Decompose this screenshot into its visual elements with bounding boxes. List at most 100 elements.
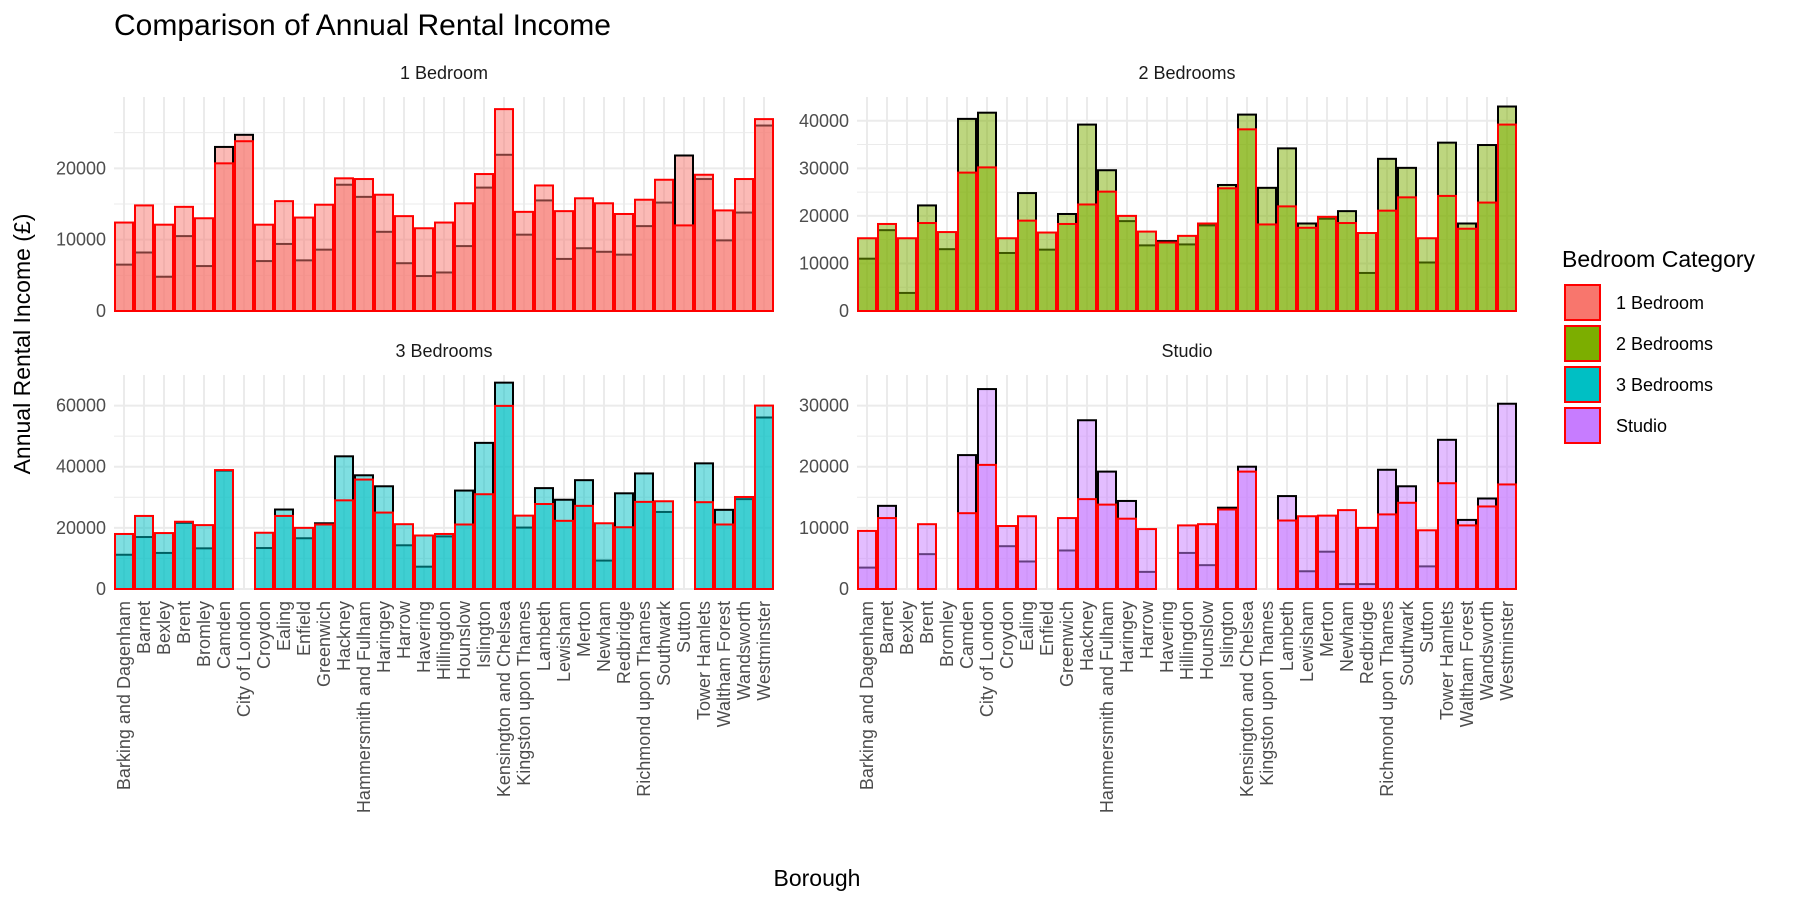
bar-2-bedrooms-wandsworth bbox=[1477, 201, 1497, 312]
y-tick-label: 20000 bbox=[56, 518, 106, 538]
strip-label-studio: Studio bbox=[1161, 341, 1212, 361]
bar-1-bedroom-brent bbox=[174, 205, 194, 312]
legend-label-1-bedroom: 1 Bedroom bbox=[1616, 293, 1704, 313]
x-tick-label: Hounslow bbox=[1197, 600, 1217, 680]
x-tick-label: Hackney bbox=[334, 601, 354, 671]
legend-label-3-bedrooms: 3 Bedrooms bbox=[1616, 375, 1713, 395]
y-tick-label: 30000 bbox=[799, 396, 849, 416]
bar-1-bedroom-southwark bbox=[654, 178, 674, 312]
x-tick-label: Greenwich bbox=[1057, 601, 1077, 687]
bar-studio-greenwich bbox=[1057, 517, 1077, 590]
bar-studio-haringey bbox=[1117, 517, 1137, 591]
bar-studio-hackney bbox=[1077, 498, 1097, 590]
legend-items: 1 Bedroom 2 Bedrooms 3 Bedrooms Studio bbox=[1564, 284, 1713, 444]
bar-1-bedroom-camden bbox=[214, 162, 234, 312]
bar-2-bedrooms-hackney bbox=[1077, 203, 1097, 312]
bar-3-bedrooms-merton bbox=[574, 504, 594, 590]
x-tick-label: Newham bbox=[1337, 601, 1357, 672]
bar-2-bedrooms-lewisham bbox=[1297, 226, 1317, 312]
y-tick-label: 0 bbox=[96, 579, 106, 599]
x-tick-label: Islington bbox=[1217, 601, 1237, 668]
bar-studio-barking-and-dagenham bbox=[857, 529, 877, 591]
bar-2-bedrooms-barking-and-dagenham bbox=[857, 237, 877, 313]
x-tick-label: Lambeth bbox=[1277, 601, 1297, 671]
strip-label-3-bedrooms: 3 Bedrooms bbox=[395, 341, 492, 361]
x-tick-label: Merton bbox=[1317, 601, 1337, 657]
bar-1-bedroom-ealing bbox=[274, 200, 294, 312]
x-tick-label: Brent bbox=[174, 601, 194, 644]
bar-1-bedroom-enfield bbox=[294, 216, 314, 312]
bar-3-bedrooms-kensington-and-chelsea bbox=[494, 404, 514, 590]
x-tick-label: Greenwich bbox=[314, 601, 334, 687]
x-tick-label: Ealing bbox=[274, 601, 294, 651]
bar-3-bedrooms-newham bbox=[594, 522, 614, 590]
bar-2-bedrooms-kingston-upon-thames bbox=[1257, 223, 1277, 312]
bar-3-bedrooms-enfield bbox=[294, 526, 314, 590]
x-tick-label: Croydon bbox=[254, 601, 274, 669]
bar-2-bedrooms-bromley bbox=[937, 231, 957, 313]
bar-2-bedrooms-tower-hamlets bbox=[1437, 194, 1457, 312]
bar-studio-sutton bbox=[1417, 529, 1437, 590]
bar-1-bedroom-sutton bbox=[674, 224, 694, 312]
bar-2-bedrooms-havering bbox=[1157, 241, 1177, 313]
bar-studio-kensington-and-chelsea bbox=[1237, 470, 1257, 590]
bar-3-bedrooms-hammersmith-and-fulham bbox=[354, 478, 374, 591]
panel-2-bedrooms: 0 10000 20000 30000 40000 2 Bedrooms bbox=[799, 63, 1517, 321]
bar-studio-newham bbox=[1337, 509, 1357, 590]
bar-2-bedrooms-hammersmith-and-fulham bbox=[1097, 190, 1117, 312]
bar-studio-richmond-upon-thames bbox=[1377, 513, 1397, 590]
bar-1-bedroom-richmond-upon-thames bbox=[634, 198, 654, 312]
bar-studio-lambeth bbox=[1277, 519, 1297, 591]
y-tick-label: 0 bbox=[96, 301, 106, 321]
bar-2-bedrooms-haringey bbox=[1117, 214, 1137, 312]
bar-1-bedroom-kensington-and-chelsea bbox=[494, 108, 514, 312]
bar-studio-hammersmith-and-fulham bbox=[1097, 503, 1117, 591]
y-tick-label: 10000 bbox=[56, 230, 106, 250]
x-tick-label: Enfield bbox=[1037, 601, 1057, 656]
bar-2-bedrooms-redbridge bbox=[1357, 232, 1377, 313]
bar-2-bedrooms-city-of-london bbox=[977, 166, 997, 312]
bar-2-bedrooms-greenwich bbox=[1057, 222, 1077, 312]
x-tick-label: Barnet bbox=[877, 601, 897, 654]
bar-studio-tower-hamlets bbox=[1437, 482, 1457, 591]
x-tick-label: Camden bbox=[957, 601, 977, 669]
legend: Bedroom Category 1 Bedroom 2 Bedrooms 3 Be… bbox=[1562, 246, 1756, 444]
bar-3-bedrooms-havering bbox=[414, 534, 434, 590]
x-tick-label: Kingston upon Thames bbox=[1257, 601, 1277, 786]
bar-2-bedrooms-southwark bbox=[1397, 196, 1417, 312]
y-tick-label: 20000 bbox=[799, 457, 849, 477]
bar-1-bedroom-haringey bbox=[374, 193, 394, 312]
bar-2-bedrooms-waltham-forest bbox=[1457, 227, 1477, 312]
x-tick-label: Sutton bbox=[1417, 601, 1437, 653]
bar-studio-hillingdon bbox=[1177, 524, 1197, 591]
bar-2-bedrooms-merton bbox=[1317, 215, 1337, 312]
x-tick-label: Kensington and Chelsea bbox=[494, 600, 514, 797]
bar-1-bedroom-islington bbox=[474, 173, 494, 312]
x-tick-label: Bexley bbox=[154, 601, 174, 655]
x-tick-label: City of London bbox=[977, 601, 997, 717]
bar-1-bedroom-hammersmith-and-fulham bbox=[354, 178, 374, 312]
x-tick-label: Islington bbox=[474, 601, 494, 668]
bar-2-bedrooms-bexley bbox=[897, 237, 917, 313]
x-tick-label: Barking and Dagenham bbox=[114, 601, 134, 790]
panels-layer: 0 10000 20000 1 Bedroom 0 10000 20000 30000 4000… bbox=[56, 63, 1517, 813]
x-tick-label: Merton bbox=[574, 601, 594, 657]
x-tick-label: Redbridge bbox=[614, 601, 634, 684]
x-tick-label: Sutton bbox=[674, 601, 694, 653]
x-tick-label: Lambeth bbox=[534, 601, 554, 671]
bar-2-bedrooms-kensington-and-chelsea bbox=[1237, 128, 1257, 312]
bar-3-bedrooms-redbridge bbox=[614, 526, 634, 591]
bar-3-bedrooms-camden bbox=[214, 469, 234, 591]
bar-3-bedrooms-kingston-upon-thames bbox=[514, 514, 534, 591]
x-tick-label: Tower Hamlets bbox=[694, 601, 714, 720]
bar-1-bedroom-lambeth bbox=[534, 184, 554, 313]
bar-2-bedrooms-ealing bbox=[1017, 219, 1037, 312]
legend-label-studio: Studio bbox=[1616, 416, 1667, 436]
x-tick-label: Harrow bbox=[1137, 600, 1157, 659]
bar-2-bedrooms-hillingdon bbox=[1177, 234, 1197, 313]
bar-studio-lewisham bbox=[1297, 515, 1317, 590]
x-tick-label: Southwark bbox=[1397, 600, 1417, 686]
y-tick-label: 0 bbox=[839, 301, 849, 321]
